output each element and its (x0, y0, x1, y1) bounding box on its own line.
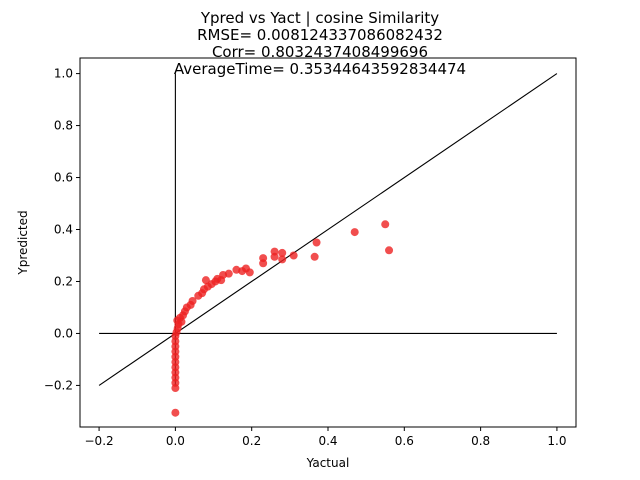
y-tick-label: 0.6 (54, 171, 73, 185)
data-points (171, 220, 394, 417)
chart-title-line: RMSE= 0.008124337086082432 (197, 26, 443, 44)
chart-title-line: AverageTime= 0.35344643592834474 (174, 60, 466, 78)
data-point (289, 251, 298, 260)
reference-lines (98, 73, 558, 386)
y-tick-label: −0.2 (44, 378, 73, 392)
y-axis-ticks: −0.2 0.0 0.2 0.4 0.6 0.8 1.0 (44, 67, 80, 392)
x-tick-label: 0.6 (395, 434, 414, 448)
data-point (245, 268, 254, 277)
data-point (270, 247, 279, 256)
reference-line (98, 73, 558, 386)
y-axis-label: Ypredicted (16, 210, 30, 275)
plot-frame (79, 57, 577, 428)
x-tick-label: 0.2 (242, 434, 261, 448)
x-tick-label: 0.8 (471, 434, 490, 448)
data-point (278, 255, 287, 264)
data-point (312, 238, 321, 247)
data-point (350, 228, 359, 237)
data-point (224, 269, 233, 278)
data-point (310, 252, 319, 261)
x-tick-label: −0.2 (85, 434, 114, 448)
data-point (385, 246, 394, 255)
x-tick-label: 0.4 (318, 434, 337, 448)
y-tick-label: 0.8 (54, 119, 73, 133)
y-tick-label: 0.0 (54, 326, 73, 340)
chart-title-line: Ypred vs Yact | cosine Similarity (200, 9, 439, 27)
data-point (278, 248, 287, 257)
data-point (177, 317, 186, 326)
x-tick-label: 0.0 (166, 434, 185, 448)
data-point (188, 296, 197, 305)
data-point (171, 408, 180, 417)
x-axis-label: Yactual (306, 456, 350, 470)
data-point (259, 254, 268, 263)
data-point (381, 220, 390, 229)
data-point (201, 276, 210, 285)
y-tick-label: 1.0 (54, 67, 73, 81)
y-tick-label: 0.4 (54, 223, 73, 237)
x-tick-label: 1.0 (547, 434, 566, 448)
x-axis-ticks: −0.2 0.0 0.2 0.4 0.6 0.8 1.0 (85, 427, 566, 448)
y-tick-label: 0.2 (54, 274, 73, 288)
chart-title-line: Corr= 0.8032437408499696 (212, 43, 428, 61)
